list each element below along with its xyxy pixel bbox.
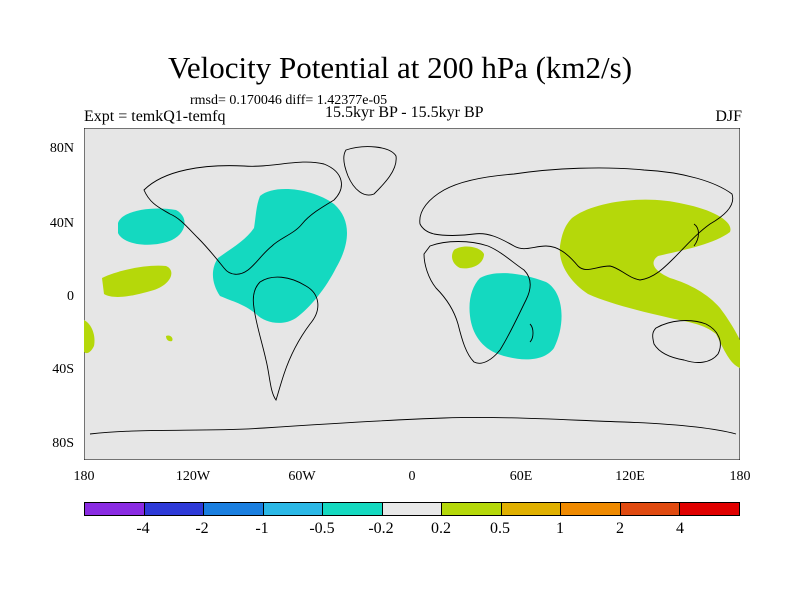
coastlines xyxy=(89,146,737,435)
positive-anomalies xyxy=(84,199,740,368)
coast-greenland xyxy=(343,146,397,196)
colorbar-box-9 xyxy=(620,503,681,515)
lat-label-0: 0 xyxy=(67,289,74,304)
colorbar-label-3: -0.5 xyxy=(309,520,335,537)
colorbar-label-8: 2 xyxy=(616,520,624,537)
lon-label-60w: 60W xyxy=(288,469,316,484)
colorbar-label-2: -1 xyxy=(255,520,269,537)
anomaly-dateline-south xyxy=(84,320,95,354)
lon-label-180e: 180 xyxy=(729,469,751,484)
lon-label-60e: 60E xyxy=(509,469,533,484)
colorbar-label-4: -0.2 xyxy=(368,520,394,537)
lat-label-40s: 40S xyxy=(52,362,74,377)
period-label: 15.5kyr BP - 15.5kyr BP xyxy=(325,104,484,121)
season-label: DJF xyxy=(715,108,742,125)
coast-antarctica xyxy=(89,417,737,435)
world-map xyxy=(84,128,740,460)
anomaly-americas-atlantic xyxy=(212,189,347,323)
colorbar-box-6 xyxy=(442,503,502,515)
stats-line: rmsd= 0.170046 diff= 1.42377e-05 xyxy=(190,93,388,108)
plot-title: Velocity Potential at 200 hPa (km2/s) xyxy=(167,50,633,85)
colorbar-box-10 xyxy=(680,503,740,515)
colorbar-label-6: 0.5 xyxy=(490,520,510,537)
colorbar-box-1 xyxy=(144,503,205,515)
negative-anomalies xyxy=(118,189,562,360)
coast-madagascar xyxy=(529,323,534,343)
lon-label-120w: 120W xyxy=(175,469,211,484)
coast-japan xyxy=(693,223,699,247)
colorbar-box-3 xyxy=(263,503,324,515)
colorbar-label-1: -2 xyxy=(195,520,209,537)
lat-label-80s: 80S xyxy=(52,436,74,451)
lat-label-40n: 40N xyxy=(49,216,74,231)
colorbar xyxy=(84,502,740,516)
anomaly-north-africa xyxy=(452,246,484,269)
coast-australia xyxy=(652,320,721,363)
colorbar-box-0 xyxy=(85,503,145,515)
anomaly-north-pacific xyxy=(118,208,185,245)
experiment-label: Expt = temkQ1-temfq xyxy=(84,108,226,125)
lon-label-180w: 180 xyxy=(73,469,95,484)
coast-south-america xyxy=(252,276,319,401)
lon-label-120e: 120E xyxy=(615,469,645,484)
colorbar-label-0: -4 xyxy=(136,520,150,537)
colorbar-label-7: 1 xyxy=(556,520,564,537)
coast-africa xyxy=(423,241,531,364)
anomaly-asia-west-pacific xyxy=(559,199,740,368)
colorbar-box-2 xyxy=(204,503,264,515)
anomaly-africa-indian xyxy=(469,273,562,360)
anomaly-east-pacific xyxy=(102,265,172,297)
lon-label-0: 0 xyxy=(408,469,416,484)
anomaly-small-pacific xyxy=(166,335,173,342)
colorbar-box-8 xyxy=(561,503,621,515)
colorbar-label-9: 4 xyxy=(676,520,684,537)
coast-eurasia xyxy=(419,167,734,281)
lat-label-80n: 80N xyxy=(49,141,74,156)
colorbar-label-5: 0.2 xyxy=(431,520,451,537)
coast-north-america xyxy=(143,161,342,275)
colorbar-box-7 xyxy=(501,503,562,515)
colorbar-box-4 xyxy=(323,503,383,515)
colorbar-box-5 xyxy=(382,503,443,515)
